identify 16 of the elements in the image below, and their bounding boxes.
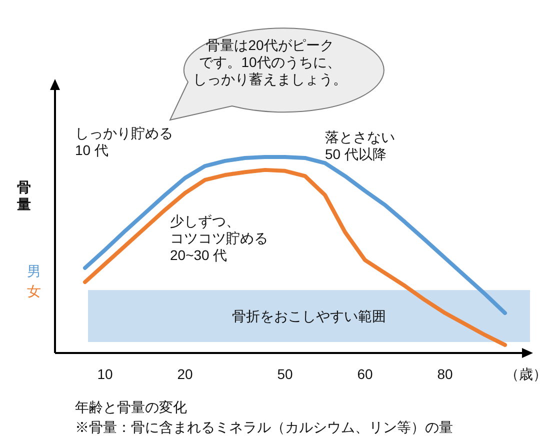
text: 骨量は20代がピークです。10代のうちに、しっかり蓄えましょう。 (193, 37, 347, 87)
band-label: 骨折をおこしやすい範囲 (232, 308, 386, 324)
annotation: 落とさない50 代以降 (325, 129, 395, 162)
text: 男 (27, 262, 41, 279)
text: 女 (27, 283, 41, 300)
x-tick-label: 50 (277, 366, 293, 382)
text: 年齢と骨量の変化 (75, 399, 187, 415)
x-tick-label: 10 (97, 366, 113, 382)
x-tick-label: 80 (437, 366, 453, 382)
annotation: 少しずつ、コツコツ貯める20~30 代 (170, 213, 268, 263)
x-tick-label: 20 (177, 366, 193, 382)
y-axis-title: 骨量 (16, 179, 31, 212)
annotation: しっかり貯める10 代 (75, 125, 173, 158)
x-axis-title: （歳） (505, 366, 547, 382)
text: ※骨量：骨に含まれるミネラル（カルシウム、リン等）の量 (75, 419, 453, 435)
x-tick-label: 60 (357, 366, 373, 382)
